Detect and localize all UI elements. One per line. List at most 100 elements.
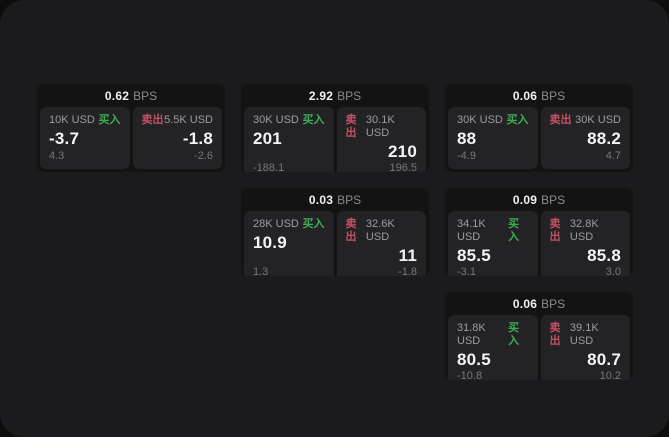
buy-delta: -188.1 xyxy=(253,162,285,172)
sell-pane-top: 卖出 30.1K USD xyxy=(346,114,418,140)
spread-header: 0.06 BPS xyxy=(445,292,633,315)
sell-side-label: 卖出 xyxy=(549,322,561,347)
buy-price: 10.9 xyxy=(253,233,287,252)
spread-value: 0.09 xyxy=(512,192,538,207)
spread-header: 0.62 BPS xyxy=(37,84,225,107)
sell-pane[interactable]: 卖出 30K USD 88.2 4.7 xyxy=(540,107,630,169)
spread-header: 0.03 BPS xyxy=(241,188,429,211)
quote-body: 30K USD 买入 88 -4.9 卖出 30K USD 88.2 4.7 xyxy=(445,107,633,172)
spread-header: 0.09 BPS xyxy=(445,188,633,211)
sell-pane[interactable]: 卖出 30.1K USD 210 196.5 xyxy=(336,107,426,172)
buy-pane-top: 28K USD 买入 xyxy=(253,218,325,231)
spread-value: 0.03 xyxy=(308,192,334,207)
spread-value: 0.62 xyxy=(104,88,130,103)
sell-size-label: 32.6K USD xyxy=(365,218,395,243)
sell-pane[interactable]: 卖出 32.8K USD 85.8 3.0 xyxy=(540,211,630,276)
buy-size-label: 10K USD xyxy=(49,114,95,126)
buy-delta: -3.1 xyxy=(457,266,476,276)
sell-size-label: 32.8K USD xyxy=(569,218,599,243)
buy-price: 201 xyxy=(253,129,282,148)
quote-card: 0.06 BPS 31.8K USD 买入 80.5 -10.8 卖出 39.1… xyxy=(445,292,633,380)
quote-card: 2.92 BPS 30K USD 买入 201 -188.1 卖出 30.1K … xyxy=(241,84,429,172)
sell-pane[interactable]: 卖出 32.6K USD 11 -1.8 xyxy=(336,211,426,276)
buy-pane[interactable]: 30K USD 买入 88 -4.9 xyxy=(448,107,538,169)
spread-unit: BPS xyxy=(541,192,566,207)
buy-pane-top: 31.8K USD 买入 xyxy=(457,322,529,348)
sell-side-label: 卖出 xyxy=(345,218,357,243)
quote-card: 0.62 BPS 10K USD 买入 -3.7 4.3 卖出 5.5K USD… xyxy=(37,84,225,172)
sell-pane-top: 卖出 32.6K USD xyxy=(346,218,418,244)
quote-body: 34.1K USD 买入 85.5 -3.1 卖出 32.8K USD 85.8… xyxy=(445,211,633,276)
buy-pane-top: 34.1K USD 买入 xyxy=(457,218,529,244)
quote-body: 31.8K USD 买入 80.5 -10.8 卖出 39.1K USD 80.… xyxy=(445,315,633,380)
sell-side-label: 卖出 xyxy=(549,218,561,243)
quote-body: 30K USD 买入 201 -188.1 卖出 30.1K USD 210 1… xyxy=(241,107,429,172)
buy-pane[interactable]: 10K USD 买入 -3.7 4.3 xyxy=(40,107,130,169)
sell-price: -1.8 xyxy=(182,129,213,148)
sell-pane[interactable]: 卖出 39.1K USD 80.7 10.2 xyxy=(540,315,630,380)
buy-side-label: 买入 xyxy=(302,218,325,230)
sell-side-label: 卖出 xyxy=(345,114,357,139)
sell-price: 85.8 xyxy=(587,246,621,265)
spread-unit: BPS xyxy=(541,88,566,103)
spread-unit: BPS xyxy=(337,192,362,207)
buy-side-label: 买入 xyxy=(508,218,520,243)
buy-size-label: 34.1K USD xyxy=(457,218,486,243)
buy-delta: -10.8 xyxy=(457,370,483,380)
buy-pane[interactable]: 28K USD 买入 10.9 1.3 xyxy=(244,211,334,276)
buy-pane-top: 30K USD 买入 xyxy=(253,114,325,127)
buy-side-label: 买入 xyxy=(508,322,520,347)
cards-grid: 0.62 BPS 10K USD 买入 -3.7 4.3 卖出 5.5K USD… xyxy=(37,84,633,380)
sell-pane[interactable]: 卖出 5.5K USD -1.8 -2.6 xyxy=(132,107,222,169)
sell-pane-top: 卖出 30K USD xyxy=(550,114,622,127)
buy-side-label: 买入 xyxy=(302,114,325,126)
sell-delta: 196.5 xyxy=(389,162,417,172)
buy-size-label: 30K USD xyxy=(457,114,503,126)
buy-pane-top: 10K USD 买入 xyxy=(49,114,121,127)
quote-body: 28K USD 买入 10.9 1.3 卖出 32.6K USD 11 -1.8 xyxy=(241,211,429,276)
spread-unit: BPS xyxy=(337,88,362,103)
buy-delta: 1.3 xyxy=(253,266,269,276)
sell-delta: 10.2 xyxy=(599,370,621,380)
quote-card: 0.06 BPS 30K USD 买入 88 -4.9 卖出 30K USD 8… xyxy=(445,84,633,172)
buy-price: -3.7 xyxy=(49,129,80,148)
quote-card: 0.09 BPS 34.1K USD 买入 85.5 -3.1 卖出 32.8K… xyxy=(445,188,633,276)
buy-delta: -4.9 xyxy=(457,150,476,162)
buy-side-label: 买入 xyxy=(506,114,529,126)
sell-size-label: 30.1K USD xyxy=(365,114,395,139)
sell-side-label: 卖出 xyxy=(141,114,164,126)
buy-price: 85.5 xyxy=(457,246,491,265)
buy-pane-top: 30K USD 买入 xyxy=(457,114,529,127)
buy-side-label: 买入 xyxy=(98,114,121,126)
spread-value: 0.06 xyxy=(512,296,538,311)
sell-size-label: 30K USD xyxy=(575,114,621,126)
sell-price: 80.7 xyxy=(587,350,621,369)
buy-pane[interactable]: 30K USD 买入 201 -188.1 xyxy=(244,107,334,172)
quote-body: 10K USD 买入 -3.7 4.3 卖出 5.5K USD -1.8 -2.… xyxy=(37,107,225,172)
sell-pane-top: 卖出 39.1K USD xyxy=(550,322,622,348)
sell-pane-top: 卖出 5.5K USD xyxy=(142,114,214,127)
sell-pane-top: 卖出 32.8K USD xyxy=(550,218,622,244)
buy-pane[interactable]: 31.8K USD 买入 80.5 -10.8 xyxy=(448,315,538,380)
sell-price: 88.2 xyxy=(587,129,621,148)
spread-unit: BPS xyxy=(133,88,158,103)
spread-header: 0.06 BPS xyxy=(445,84,633,107)
buy-pane[interactable]: 34.1K USD 买入 85.5 -3.1 xyxy=(448,211,538,276)
buy-size-label: 31.8K USD xyxy=(457,322,486,347)
buy-delta: 4.3 xyxy=(49,150,65,162)
sell-side-label: 卖出 xyxy=(549,114,572,126)
buy-size-label: 30K USD xyxy=(253,114,299,126)
sell-size-label: 5.5K USD xyxy=(164,114,213,126)
spread-value: 2.92 xyxy=(308,88,334,103)
sell-delta: -1.8 xyxy=(398,266,417,276)
spread-unit: BPS xyxy=(541,296,566,311)
sell-delta: 4.7 xyxy=(605,150,621,162)
spread-value: 0.06 xyxy=(512,88,538,103)
buy-price: 88 xyxy=(457,129,477,148)
sell-delta: 3.0 xyxy=(605,266,621,276)
buy-price: 80.5 xyxy=(457,350,491,369)
buy-size-label: 28K USD xyxy=(253,218,299,230)
sell-size-label: 39.1K USD xyxy=(569,322,599,347)
sell-price: 11 xyxy=(398,246,417,265)
